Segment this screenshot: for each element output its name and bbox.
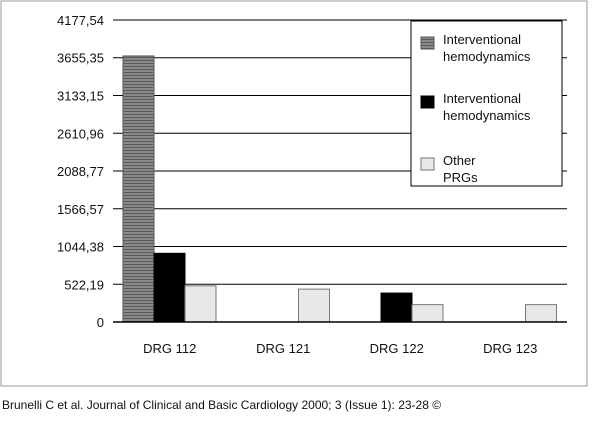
bars xyxy=(122,55,557,323)
y-axis-ticks: 0 522,19 1044,38 1566,57 2088,77 2610,96 3133,… xyxy=(57,13,104,330)
legend-label: hemodynamics xyxy=(443,108,531,123)
x-axis-ticks: DRG 112 DRG 121 DRG 122 DRG 123 xyxy=(143,341,537,356)
legend: Interventional hemodynamics Interventional… xyxy=(410,20,563,187)
bar xyxy=(380,292,413,323)
legend-swatch xyxy=(420,95,435,109)
legend-label: Other xyxy=(443,153,476,168)
y-tick-label: 1044,38 xyxy=(57,240,104,255)
y-tick-label: 3133,15 xyxy=(57,89,104,104)
bar xyxy=(525,304,557,323)
x-tick-label: DRG 121 xyxy=(256,341,310,356)
x-tick-label: DRG 123 xyxy=(483,341,537,356)
y-tick-label: 4177,54 xyxy=(57,13,104,28)
y-tick-label: 522,19 xyxy=(64,277,104,292)
y-tick-label: 0 xyxy=(97,315,104,330)
x-tick-label: DRG 112 xyxy=(143,341,196,356)
legend-swatch xyxy=(420,157,435,171)
x-tick-label: DRG 122 xyxy=(370,341,424,356)
y-tick-label: 1566,57 xyxy=(57,202,104,217)
bar xyxy=(411,304,444,323)
bar xyxy=(153,252,186,323)
bar xyxy=(122,55,155,323)
legend-label: hemodynamics xyxy=(443,49,531,64)
bar xyxy=(298,288,330,323)
chart-figure: 0 522,19 1044,38 1566,57 2088,77 2610,96 3133,… xyxy=(0,0,588,387)
y-tick-label: 2610,96 xyxy=(57,126,104,141)
legend-box xyxy=(410,20,563,187)
legend-label: Interventional xyxy=(443,91,521,106)
source-caption: Brunelli C et al. Journal of Clinical an… xyxy=(2,398,442,412)
y-tick-label: 3655,35 xyxy=(57,51,104,66)
legend-label: PRGs xyxy=(443,170,478,185)
y-tick-label: 2088,77 xyxy=(57,164,104,179)
bar xyxy=(184,285,217,323)
legend-swatch xyxy=(420,36,435,50)
legend-label: Interventional xyxy=(443,32,521,47)
